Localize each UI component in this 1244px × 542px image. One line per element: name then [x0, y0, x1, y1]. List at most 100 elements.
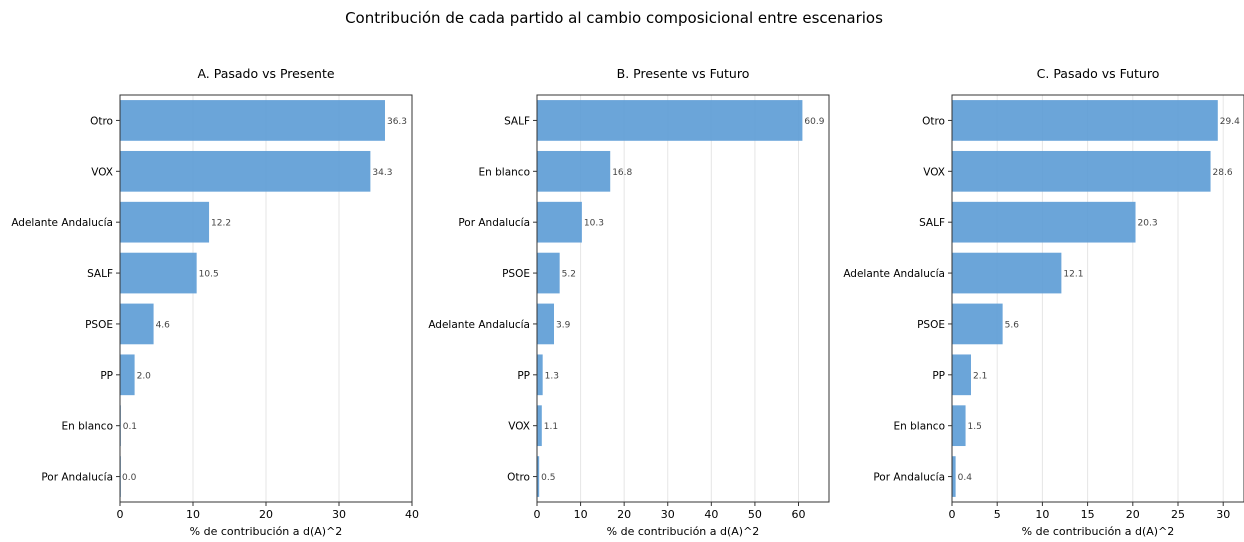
panel-a-category-label-otro: Otro — [90, 115, 113, 127]
panel-b-xtick-label-3: 30 — [661, 508, 675, 521]
panel-a-bar-salf — [120, 252, 197, 294]
panel-b-value-label-adelante-andalucia: 3.9 — [556, 320, 571, 330]
panel-b-bar-psoe — [537, 252, 560, 294]
panel-b-category-label-adelante-andalucia: Adelante Andalucía — [428, 319, 530, 331]
panel-b-value-label-por-andalucia: 10.3 — [584, 219, 604, 229]
panel-a-value-label-otro: 36.3 — [387, 117, 407, 127]
panel-b-value-label-salf: 60.9 — [804, 117, 824, 127]
panel-c-axes-frame — [951, 94, 1244, 503]
panel-a-value-label-psoe: 4.6 — [156, 320, 171, 330]
panel-a-category-label-psoe: PSOE — [85, 319, 113, 331]
panel-a-xtick-label-2: 20 — [259, 508, 273, 521]
panel-a-bar-psoe — [120, 303, 154, 345]
panel-c-bar-salf — [952, 201, 1136, 243]
panel-b-bar-vox — [537, 405, 542, 447]
panel-b-x-axis-label: % de contribución a d(A)^2 — [607, 525, 760, 538]
panel-a-title: A. Pasado vs Presente — [197, 66, 334, 81]
panel-a-category-label-pp: PP — [100, 370, 113, 382]
panel-b-xtick-label-4: 40 — [704, 508, 718, 521]
panel-a-value-label-salf: 10.5 — [199, 270, 219, 280]
panel-c-x-axis-label: % de contribución a d(A)^2 — [1022, 525, 1175, 538]
panel-a-bar-pp — [120, 354, 135, 396]
panel-b-bar-pp — [537, 354, 543, 396]
panel-b-bar-en-blanco — [537, 150, 611, 192]
panel-b-bar-salf — [537, 100, 803, 141]
panel-a-value-label-vox: 34.3 — [372, 168, 392, 178]
panel-c-value-label-otro: 29.4 — [1220, 117, 1240, 127]
panel-a-xtick-label-0: 0 — [117, 508, 124, 521]
panel-a-value-label-adelante-andalucia: 12.2 — [211, 219, 231, 229]
panel-c-category-label-pp: PP — [932, 370, 945, 382]
panel-a-category-label-por-andalucia: Por Andalucía — [41, 472, 113, 484]
panel-a: Otro 36.3 VOX 34.3 Adelante Andalucía 12.2 SAL… — [11, 66, 419, 538]
panel-c-bar-pp — [952, 354, 971, 396]
panel-c-category-label-salf: SALF — [919, 217, 945, 229]
panel-c-bar-psoe — [952, 303, 1003, 345]
panel-c-value-label-salf: 20.3 — [1138, 219, 1158, 229]
panel-b-title: B. Presente vs Futuro — [617, 66, 750, 81]
panel-b-value-label-psoe: 5.2 — [562, 270, 576, 280]
panel-b-axes-frame — [536, 94, 830, 503]
panel-c-value-label-por-andalucia: 0.4 — [958, 473, 973, 483]
panel-c-bar-en-blanco — [952, 405, 966, 447]
panel-b-value-label-en-blanco: 16.8 — [612, 168, 632, 178]
panel-c-category-label-otro: Otro — [922, 115, 945, 127]
panel-b-bar-otro — [537, 456, 540, 497]
panel-c-value-label-pp: 2.1 — [973, 371, 987, 381]
panel-c-category-label-psoe: PSOE — [917, 319, 945, 331]
panel-b-value-label-vox: 1.1 — [544, 422, 558, 432]
panel-b-xtick-label-2: 20 — [617, 508, 631, 521]
panel-b-xtick-label-1: 10 — [574, 508, 588, 521]
panel-b-value-label-otro: 0.5 — [541, 473, 555, 483]
panel-c-bar-vox — [952, 150, 1211, 192]
panel-c-category-label-por-andalucia: Por Andalucía — [873, 472, 945, 484]
panel-b-category-label-salf: SALF — [504, 115, 530, 127]
panel-c-category-label-adelante-andalucia: Adelante Andalucía — [843, 268, 945, 280]
panel-b-category-label-vox: VOX — [508, 421, 530, 433]
panel-a-category-label-salf: SALF — [87, 268, 113, 280]
panel-c-value-label-psoe: 5.6 — [1005, 320, 1020, 330]
panel-a-value-label-por-andalucia: 0.0 — [122, 473, 137, 483]
panel-b-bar-adelante-andalucia — [537, 303, 554, 345]
panel-a-category-label-adelante-andalucia: Adelante Andalucía — [11, 217, 113, 229]
panel-c-xtick-label-6: 30 — [1216, 508, 1230, 521]
panel-c: Otro 29.4 VOX 28.6 SALF 20.3 Adelante Andalucí… — [843, 66, 1244, 538]
panel-b-category-label-psoe: PSOE — [502, 268, 530, 280]
panel-c-bar-otro — [952, 100, 1218, 141]
panel-b-xtick-label-5: 50 — [748, 508, 762, 521]
panel-c-bar-por-andalucia — [952, 456, 956, 497]
panel-a-bar-vox — [120, 150, 371, 192]
panel-c-xtick-label-0: 0 — [949, 508, 956, 521]
panel-c-value-label-adelante-andalucia: 12.1 — [1063, 270, 1083, 280]
panel-c-category-label-en-blanco: En blanco — [894, 421, 946, 433]
panel-b-xtick-label-6: 60 — [791, 508, 805, 521]
panel-a-bar-adelante-andalucia — [120, 201, 210, 243]
panel-c-xtick-label-3: 15 — [1081, 508, 1095, 521]
panel-c-xtick-label-4: 20 — [1126, 508, 1140, 521]
panel-a-xtick-label-4: 40 — [405, 508, 419, 521]
panel-a-value-label-en-blanco: 0.1 — [123, 422, 137, 432]
panel-b-category-label-pp: PP — [517, 370, 530, 382]
panel-a-x-axis-label: % de contribución a d(A)^2 — [190, 525, 343, 538]
panel-a-category-label-en-blanco: En blanco — [62, 421, 114, 433]
panel-b-bar-por-andalucia — [537, 201, 582, 243]
figure-title: Contribución de cada partido al cambio c… — [345, 9, 883, 27]
panel-c-xtick-label-2: 10 — [1035, 508, 1049, 521]
panel-b-category-label-por-andalucia: Por Andalucía — [458, 217, 530, 229]
panel-c-xtick-label-1: 5 — [994, 508, 1001, 521]
panel-a-bar-otro — [120, 100, 385, 141]
panel-c-value-label-en-blanco: 1.5 — [968, 422, 982, 432]
panel-a-category-label-vox: VOX — [91, 166, 113, 178]
panel-b-category-label-otro: Otro — [507, 472, 530, 484]
panel-a-xtick-label-1: 10 — [186, 508, 200, 521]
panel-c-category-label-vox: VOX — [923, 166, 945, 178]
panel-b-value-label-pp: 1.3 — [545, 371, 559, 381]
panel-c-bar-adelante-andalucia — [952, 252, 1062, 294]
panel-a-value-label-pp: 2.0 — [137, 371, 152, 381]
panel-b: SALF 60.9 En blanco 16.8 Por Andalucía 10.3 PS… — [428, 66, 830, 538]
panel-c-title: C. Pasado vs Futuro — [1037, 66, 1160, 81]
panel-c-xtick-label-5: 25 — [1171, 508, 1185, 521]
panel-a-xtick-label-3: 30 — [332, 508, 346, 521]
panel-b-xtick-label-0: 0 — [534, 508, 541, 521]
